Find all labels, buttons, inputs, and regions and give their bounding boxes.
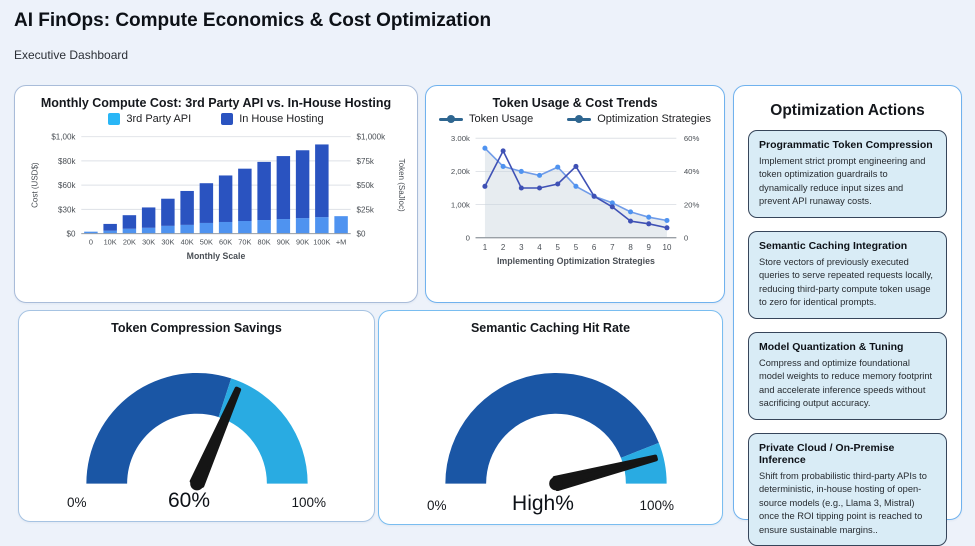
- svg-text:$1,00k: $1,00k: [51, 133, 76, 142]
- legend-token-trends: Token Usage Optimization Strategies: [438, 113, 712, 125]
- svg-text:5: 5: [556, 243, 561, 252]
- svg-text:40K: 40K: [181, 237, 194, 246]
- panel-token-compression-savings: Token Compression Savings 0% 60% 100%: [18, 310, 375, 522]
- svg-text:0: 0: [466, 234, 471, 243]
- svg-text:8: 8: [628, 243, 633, 252]
- action-card-title: Model Quantization & Tuning: [759, 340, 904, 353]
- svg-text:9: 9: [647, 243, 652, 252]
- svg-text:0: 0: [684, 234, 689, 243]
- action-card-body: Shift from probabilistic third-party API…: [759, 470, 927, 535]
- gauge-min-label: 0%: [427, 498, 447, 513]
- gauge-compression-savings: [85, 372, 308, 491]
- svg-text:$50k: $50k: [357, 181, 375, 190]
- legend-item-token-usage[interactable]: Token Usage: [439, 113, 533, 125]
- svg-text:$25k: $25k: [357, 205, 375, 214]
- svg-text:70K: 70K: [238, 237, 251, 246]
- svg-text:6: 6: [592, 243, 597, 252]
- action-card-title: Semantic Caching Integration: [759, 239, 908, 252]
- svg-text:10: 10: [663, 243, 672, 252]
- svg-text:Implementing Optimization Stra: Implementing Optimization Strategies: [497, 256, 655, 266]
- chart-title-compute-cost: Monthly Compute Cost: 3rd Party API vs. …: [40, 96, 392, 110]
- legend-compute-cost: 3rd Party API In House Hosting: [27, 113, 405, 125]
- gauge-title-caching: Semantic Caching Hit Rate: [470, 321, 631, 335]
- svg-text:10K: 10K: [104, 237, 117, 246]
- svg-text:1,00k: 1,00k: [451, 200, 470, 209]
- panel-semantic-caching-hit-rate: Semantic Caching Hit Rate 0% High% 100%: [378, 310, 723, 525]
- gauge-title-compression: Token Compression Savings: [111, 321, 282, 335]
- action-card-model-quantization: Model Quantization & Tuning Compress and…: [748, 331, 947, 420]
- svg-text:5: 5: [574, 243, 579, 252]
- svg-text:$80k: $80k: [58, 157, 76, 166]
- legend-marker-optimization: [567, 115, 592, 123]
- action-card-title: Private Cloud / On-Premise Inference: [759, 441, 895, 466]
- svg-text:$0: $0: [67, 230, 76, 239]
- svg-text:$30k: $30k: [58, 205, 76, 214]
- svg-text:1: 1: [483, 243, 488, 252]
- svg-text:2: 2: [501, 243, 506, 252]
- svg-text:$75k: $75k: [357, 157, 375, 166]
- gauge-labels-compression: 0% 60% 100%: [19, 489, 374, 513]
- svg-text:80K: 80K: [258, 237, 271, 246]
- svg-text:+M: +M: [336, 237, 346, 246]
- gauge-max-label: 100%: [639, 498, 674, 513]
- gauge-max-label: 100%: [291, 495, 326, 510]
- action-card-body: Store vectors of previously executed que…: [759, 256, 933, 308]
- svg-text:Cost (USD$): Cost (USD$): [31, 162, 40, 208]
- legend-marker-token-usage: [439, 115, 464, 123]
- svg-text:60K: 60K: [219, 237, 232, 246]
- svg-text:7: 7: [610, 243, 615, 252]
- line-chart-token-trends: 3.00k 60% 2,00k 40% 1,00k 20% 0 0 1 2 3 4 5 5 6 7 8 9 10 Im…: [451, 134, 700, 266]
- action-card-semantic-caching: Semantic Caching Integration Store vecto…: [748, 230, 947, 319]
- legend-item-optimization-strategies[interactable]: Optimization Strategies: [567, 113, 711, 125]
- action-card-token-compression: Programmatic Token Compression Implement…: [748, 130, 947, 218]
- legend-label-optimization: Optimization Strategies: [597, 113, 711, 125]
- legend-label-in-house: In House Hosting: [239, 113, 324, 125]
- action-card-private-cloud: Private Cloud / On-Premise Inference Shi…: [748, 432, 947, 546]
- svg-text:50K: 50K: [200, 237, 213, 246]
- action-card-title: Programmatic Token Compression: [759, 139, 933, 151]
- svg-text:40%: 40%: [684, 167, 700, 176]
- svg-text:4: 4: [537, 243, 542, 252]
- panel-token-usage-trends: Token Usage & Cost Trends Token Usage Op…: [425, 85, 725, 303]
- action-card-body: Compress and optimize foundational model…: [759, 357, 933, 409]
- svg-text:90K: 90K: [277, 237, 290, 246]
- svg-text:$60k: $60k: [58, 181, 76, 190]
- svg-text:$0: $0: [357, 230, 366, 239]
- legend-swatch-in-house: [221, 113, 234, 125]
- svg-text:Monthly Scale: Monthly Scale: [187, 251, 246, 261]
- svg-text:3: 3: [519, 243, 524, 252]
- legend-item-3rd-party-api[interactable]: 3rd Party API: [108, 113, 191, 125]
- svg-text:Token (SaJloc): Token (SaJloc): [397, 159, 405, 212]
- legend-item-in-house-hosting[interactable]: In House Hosting: [221, 113, 324, 125]
- bar-chart-compute-cost: $1,00k $1,000k $80k $75k $60k $50k $30k $25k $0 $…: [31, 133, 405, 261]
- gauge-caching-hit-rate: [445, 372, 667, 492]
- gauge-value-label: High%: [512, 492, 574, 515]
- legend-swatch-3rd-party: [108, 113, 121, 125]
- svg-text:2,00k: 2,00k: [451, 167, 470, 176]
- svg-text:100K: 100K: [313, 237, 330, 246]
- legend-label-3rd-party: 3rd Party API: [126, 113, 192, 125]
- gauge-min-label: 0%: [67, 495, 87, 510]
- svg-text:30K: 30K: [142, 237, 155, 246]
- page-title: AI FinOps: Compute Economics & Cost Opti…: [14, 10, 492, 31]
- panel-monthly-compute-cost: Monthly Compute Cost: 3rd Party API vs. …: [14, 85, 418, 303]
- page-subtitle: Executive Dashboard: [14, 48, 129, 62]
- panel-optimization-actions: Optimization Actions Programmatic Token …: [733, 85, 962, 546]
- svg-text:$1,000k: $1,000k: [357, 133, 387, 142]
- svg-text:20%: 20%: [684, 200, 700, 209]
- action-card-body: Implement strict prompt engineering and …: [759, 156, 926, 207]
- svg-text:30K: 30K: [161, 237, 174, 246]
- svg-text:0: 0: [89, 237, 93, 246]
- svg-text:90K: 90K: [296, 237, 309, 246]
- gauge-value-label: 60%: [167, 489, 210, 512]
- legend-label-token-usage: Token Usage: [469, 113, 534, 125]
- actions-title: Optimization Actions: [770, 102, 925, 119]
- svg-text:20K: 20K: [123, 237, 136, 246]
- chart-title-token-trends: Token Usage & Cost Trends: [492, 96, 658, 110]
- svg-text:3.00k: 3.00k: [451, 134, 470, 143]
- svg-text:60%: 60%: [684, 134, 700, 143]
- gauge-labels-caching: 0% High% 100%: [379, 492, 722, 516]
